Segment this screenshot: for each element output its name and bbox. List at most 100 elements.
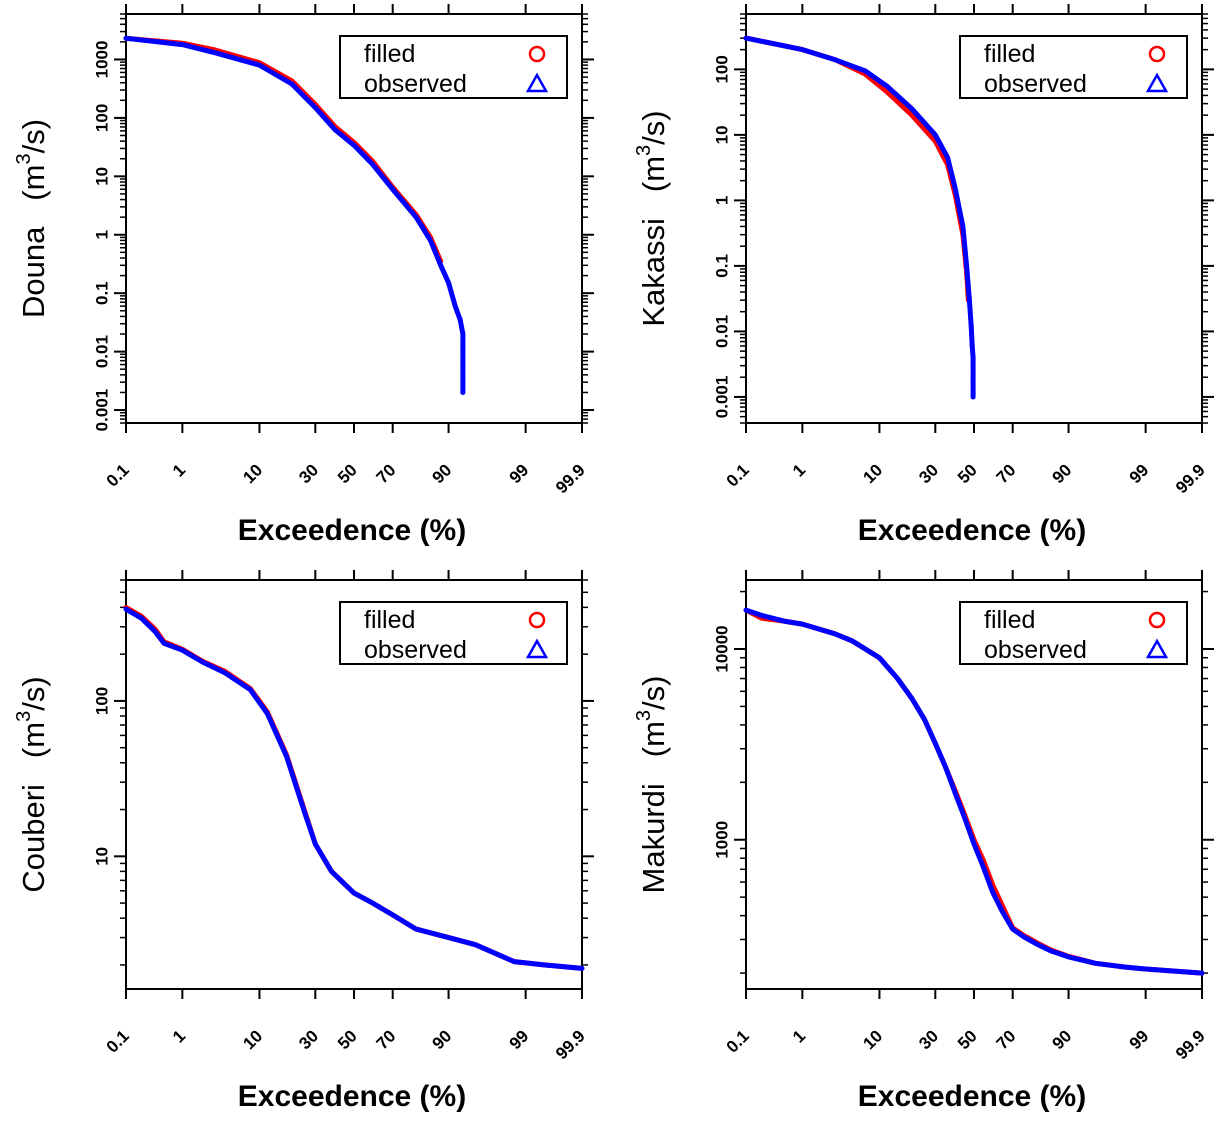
data-point [460,344,466,350]
legend-circle-marker [528,611,546,629]
x-tick-label: 1 [169,1026,189,1046]
y-tick-label: 10 [93,167,112,186]
y-tick-label: 0.01 [713,315,732,348]
x-tick-label: 0.1 [723,1026,753,1056]
legend-triangle-marker [525,638,549,659]
x-tick-label: 99.9 [1172,460,1209,497]
x-tick-label: 90 [1049,1026,1076,1053]
series-line-observed [123,35,466,395]
x-tick-label: 70 [373,1026,400,1053]
x-tick-label: 30 [295,460,322,487]
x-tick-label: 90 [429,460,456,487]
legend-triangle-marker [1145,72,1169,93]
legend-circle-marker [1148,611,1166,629]
y-axis-unit-tail: /s) [16,676,51,710]
panel-makurdi: 0.1 1 10 30 50 70 90 99 99.9 1000 10000 filledobser… [633,570,1214,1113]
x-tick-label: 30 [915,460,942,487]
y-axis-title: Couberi (m3/s) [13,676,51,892]
legend-circle-marker [1148,45,1166,63]
y-axis-unit: (m [636,721,671,757]
data-point [457,317,463,323]
legend-circle-marker [528,45,546,63]
x-tick-label: 10 [859,1026,886,1053]
x-tick-label: 99 [1126,1026,1153,1053]
y-axis-station: Couberi [16,784,51,893]
legend-triangle-marker [1145,638,1169,659]
legend-label-observed: observed [984,636,1087,664]
y-axis-station: Douna [16,226,51,318]
x-tick-label: 50 [334,460,361,487]
x-tick-label: 99.9 [552,1026,589,1063]
y-tick-label: 0.001 [93,389,112,432]
x-axis-title: Exceedence (%) [238,1080,466,1113]
x-tick-label: 99 [1126,460,1153,487]
y-axis-unit-tail: /s) [16,119,51,153]
x-tick-label: 99.9 [552,460,589,497]
y-tick-label: 10000 [713,625,732,672]
legend-label-observed: observed [364,70,467,98]
data-point [970,363,976,369]
y-axis-title: Kakassi (m3/s) [633,110,671,326]
panel-douna: 0.1 1 10 30 50 70 90 99 99.9 0.001 0.01 0.1 1 10 100 10… [13,4,594,547]
data-point [460,375,466,381]
legend-label-filled: filled [364,40,415,68]
y-tick-label: 10 [93,847,112,866]
y-axis-unit: (m [16,722,51,758]
x-tick-label: 70 [993,460,1020,487]
y-tick-label: 100 [93,104,112,132]
legend-label-observed: observed [984,70,1087,98]
data-point [460,389,466,395]
x-tick-label: 90 [1049,460,1076,487]
y-axis-unit-sup: 3 [633,145,655,156]
y-tick-label: 100 [713,55,732,83]
panel-kakassi: 0.1 1 10 30 50 70 90 99 99.9 0.001 0.01 0.1 1 10 100 fi… [633,4,1214,547]
y-axis-unit-sup: 3 [13,711,35,722]
y-axis-unit-sup: 3 [13,153,35,164]
data-point [460,358,466,364]
y-tick-label: 0.01 [93,335,112,368]
y-axis-unit-tail: /s) [636,676,671,710]
x-axis-title: Exceedence (%) [858,1080,1086,1113]
y-axis-title: Douna (m3/s) [13,119,51,318]
x-tick-label: 0.1 [723,460,753,490]
data-point [966,297,972,303]
series-line-observed [123,606,585,971]
series-line-observed [743,35,976,400]
x-tick-label: 50 [334,1026,361,1053]
x-tick-label: 99 [506,460,533,487]
x-tick-label: 10 [859,460,886,487]
y-axis-unit: (m [16,165,51,201]
y-tick-label: 1000 [93,41,112,79]
data-point [970,354,976,360]
y-tick-label: 0.1 [93,281,112,305]
series-line-observed [743,607,1205,976]
y-tick-label: 1000 [713,821,732,859]
y-tick-label: 10 [713,125,732,144]
x-tick-label: 1 [169,460,189,480]
x-axis-title: Exceedence (%) [238,514,466,547]
x-tick-label: 50 [954,460,981,487]
y-axis-unit: (m [636,156,671,192]
x-tick-label: 70 [993,1026,1020,1053]
legend-label-filled: filled [984,606,1035,634]
data-point [460,331,466,337]
x-tick-label: 90 [429,1026,456,1053]
y-axis-title: Makurdi (m3/s) [633,676,671,894]
y-axis-station: Makurdi [636,783,671,893]
y-tick-label: 1 [713,196,732,205]
x-tick-label: 1 [789,1026,809,1046]
data-point [969,343,975,349]
y-tick-label: 1 [93,230,112,239]
y-tick-label: 0.1 [713,254,732,278]
x-tick-label: 10 [239,1026,266,1053]
y-axis-unit-sup: 3 [633,710,655,721]
data-point [968,323,974,329]
x-tick-label: 50 [954,1026,981,1053]
y-axis-station: Kakassi [636,218,671,327]
y-tick-label: 0.001 [713,376,732,419]
x-tick-label: 0.1 [103,460,133,490]
legend-label-observed: observed [364,636,467,664]
y-tick-label: 100 [93,687,112,715]
